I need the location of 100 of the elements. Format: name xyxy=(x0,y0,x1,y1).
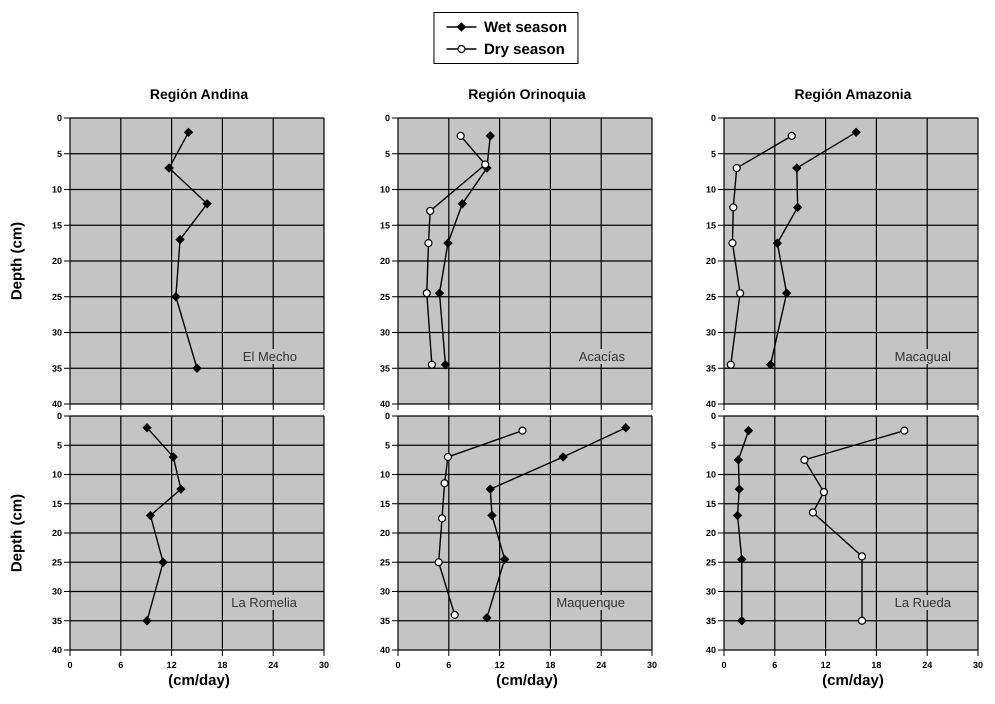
x-tick-label: 12 xyxy=(166,660,177,670)
y-tick-label: 40 xyxy=(706,645,716,655)
point xyxy=(726,360,735,369)
point xyxy=(500,554,510,564)
point xyxy=(438,514,446,522)
annotation: Acacías xyxy=(576,349,628,364)
annotation: Macagual xyxy=(892,349,954,364)
y-tick-label: 10 xyxy=(706,184,716,194)
y-tick-label: 0 xyxy=(56,411,62,421)
y-tick-label: 20 xyxy=(706,256,716,266)
point xyxy=(456,132,465,140)
y-tick-label: 0 xyxy=(384,411,390,421)
point xyxy=(443,238,452,248)
y-tick-label: 20 xyxy=(380,528,390,538)
point xyxy=(728,239,737,248)
point xyxy=(800,456,809,464)
point xyxy=(737,554,746,564)
x-tick-label: 30 xyxy=(972,660,984,670)
point xyxy=(142,423,152,432)
legend-label: Wet season xyxy=(484,18,568,36)
point xyxy=(736,289,744,298)
y-tick-label: 10 xyxy=(380,184,390,194)
point xyxy=(737,616,746,626)
y-tick-label: 40 xyxy=(380,645,390,655)
point xyxy=(852,128,861,137)
point xyxy=(482,613,492,622)
y-tick-label: 5 xyxy=(384,148,390,159)
chart-title: Región Orinoquia xyxy=(467,86,587,104)
x-tick-label: 6 xyxy=(446,660,452,670)
y-tick-label: 30 xyxy=(706,328,716,338)
x-tick-label: 24 xyxy=(268,660,278,670)
point xyxy=(168,452,178,462)
y-tick-label: 30 xyxy=(706,586,716,596)
point xyxy=(733,510,742,520)
y-tick-label: 20 xyxy=(380,256,390,266)
x-tick-label: 30 xyxy=(646,660,658,670)
point xyxy=(734,455,743,464)
x-tick-label: 24 xyxy=(922,660,932,670)
point xyxy=(621,423,630,432)
x-axis-title: (cm/day) xyxy=(167,672,231,689)
chart-title: Región Amazonia xyxy=(794,86,912,104)
y-tick-label: 25 xyxy=(52,557,62,568)
point xyxy=(142,616,152,626)
point xyxy=(734,484,744,494)
x-tick-label: 0 xyxy=(721,660,727,670)
y-tick-label: 40 xyxy=(52,645,62,655)
point xyxy=(772,238,782,248)
point xyxy=(858,552,866,560)
point xyxy=(176,484,186,494)
point xyxy=(202,199,212,208)
x-axis-title: (cm/day) xyxy=(821,672,885,689)
y-tick-label: 25 xyxy=(706,292,716,302)
x-tick-label: 24 xyxy=(596,660,606,670)
y-axis-title: Depth (cm) xyxy=(8,494,26,572)
point xyxy=(486,484,495,494)
point xyxy=(434,288,444,298)
point xyxy=(184,128,194,137)
y-tick-label: 0 xyxy=(56,113,62,123)
y-tick-label: 15 xyxy=(380,498,390,509)
y-tick-label: 25 xyxy=(380,557,390,568)
point xyxy=(808,508,817,517)
y-tick-label: 35 xyxy=(706,363,716,374)
point xyxy=(858,616,866,625)
point xyxy=(793,202,802,212)
chart-title: Región Andina xyxy=(148,86,250,104)
y-tick-label: 10 xyxy=(52,184,62,194)
point xyxy=(440,479,449,488)
point xyxy=(426,206,434,216)
x-tick-label: 18 xyxy=(871,660,882,670)
point xyxy=(900,426,908,435)
point xyxy=(782,288,792,298)
y-tick-label: 20 xyxy=(706,528,716,538)
annotation: Maquenque xyxy=(553,595,628,610)
point xyxy=(558,452,568,462)
y-tick-label: 15 xyxy=(706,498,716,509)
y-tick-label: 15 xyxy=(52,220,62,230)
x-tick-label: 30 xyxy=(318,660,330,670)
point xyxy=(792,164,802,173)
point xyxy=(158,558,168,567)
y-tick-label: 30 xyxy=(52,586,62,596)
y-tick-label: 20 xyxy=(52,528,62,538)
point xyxy=(487,510,496,520)
x-tick-label: 0 xyxy=(395,660,401,670)
y-tick-label: 0 xyxy=(710,113,716,123)
point xyxy=(820,488,828,496)
y-tick-label: 35 xyxy=(380,616,390,626)
y-axis-title: Depth (cm) xyxy=(8,222,26,300)
point xyxy=(788,132,796,140)
y-tick-label: 40 xyxy=(706,399,716,409)
y-tick-label: 5 xyxy=(384,440,390,450)
y-tick-label: 10 xyxy=(380,470,390,480)
point xyxy=(440,360,450,370)
y-tick-label: 15 xyxy=(52,498,62,509)
x-tick-label: 18 xyxy=(217,660,228,670)
point xyxy=(164,164,174,173)
point xyxy=(434,558,443,566)
point xyxy=(146,510,155,520)
y-tick-label: 30 xyxy=(52,328,62,338)
annotation: El Mecho xyxy=(240,349,300,364)
y-tick-label: 5 xyxy=(56,148,62,159)
